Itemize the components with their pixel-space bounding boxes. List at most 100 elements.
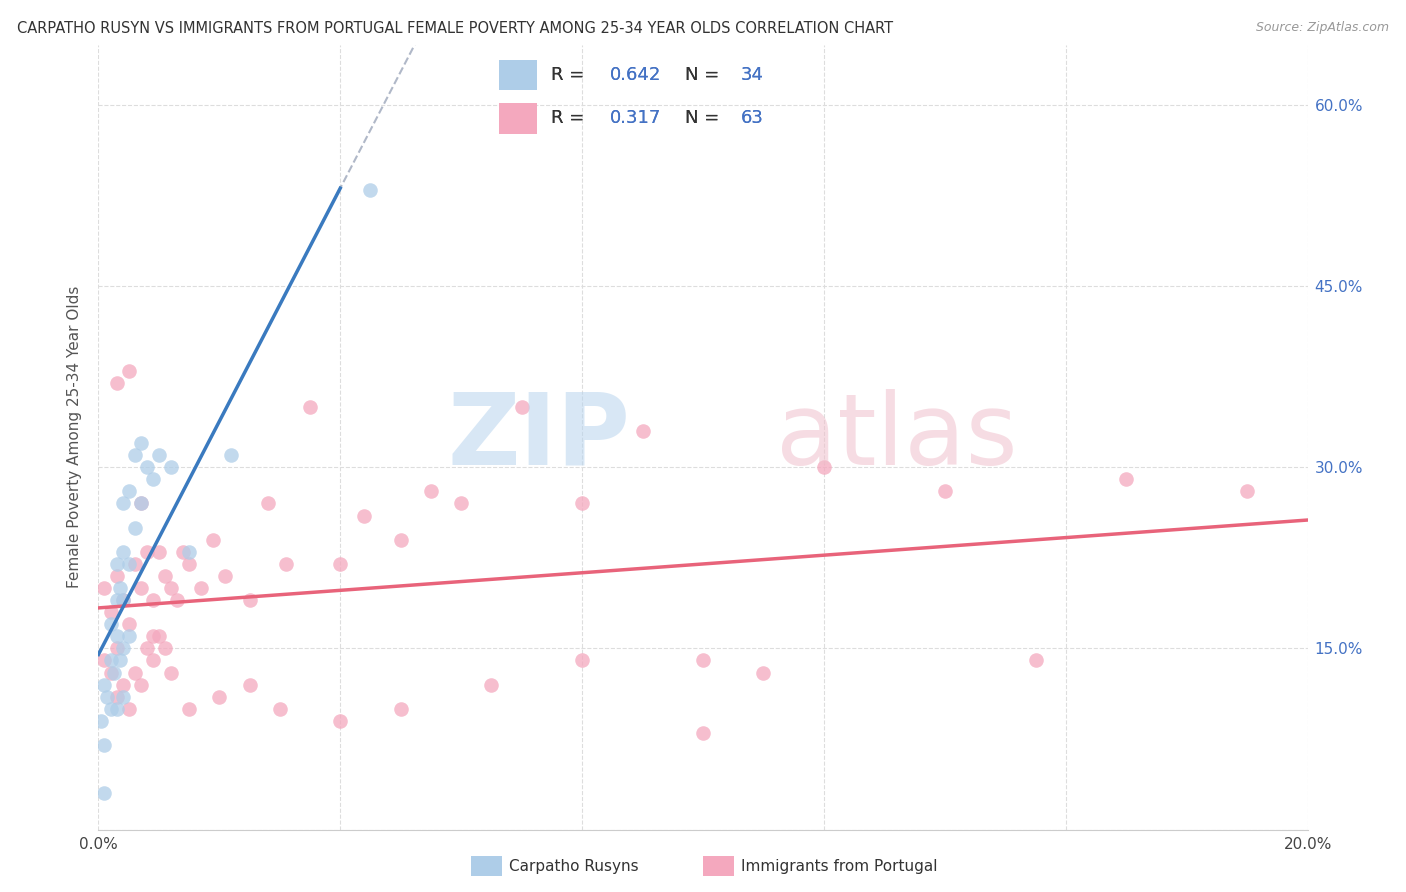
Point (353, 508, 375, 523)
Point (111, 593, 134, 607)
Point (111, 496, 134, 510)
Point (105, 641, 128, 656)
Point (129, 436, 152, 450)
Point (160, 665, 183, 680)
Point (108, 653, 131, 667)
Point (105, 593, 128, 607)
Point (631, 424, 654, 438)
Point (813, 460, 835, 475)
Point (111, 678, 134, 692)
Point (96, 690, 118, 704)
Point (111, 690, 134, 704)
Point (166, 593, 188, 607)
Point (105, 557, 128, 571)
Point (153, 569, 176, 583)
Point (124, 448, 146, 462)
Text: R =: R = (551, 110, 596, 128)
Point (179, 702, 201, 716)
Text: CARPATHO RUSYN VS IMMIGRANTS FROM PORTUGAL FEMALE POVERTY AMONG 25-34 YEAR OLDS : CARPATHO RUSYN VS IMMIGRANTS FROM PORTUG… (17, 21, 893, 36)
Point (108, 581, 131, 595)
Point (274, 557, 297, 571)
Point (129, 581, 152, 595)
Point (571, 496, 593, 510)
Point (153, 641, 176, 656)
Point (329, 557, 352, 571)
Point (118, 557, 141, 571)
Text: Carpatho Rusyns: Carpatho Rusyns (509, 859, 638, 873)
Point (172, 545, 194, 559)
Point (148, 629, 170, 643)
Point (118, 617, 141, 632)
Point (142, 593, 165, 607)
Text: N =: N = (685, 66, 725, 84)
Point (389, 533, 412, 547)
Y-axis label: Female Poverty Among 25-34 Year Olds: Female Poverty Among 25-34 Year Olds (67, 286, 83, 588)
Point (269, 702, 291, 716)
Point (160, 460, 183, 475)
Point (208, 690, 231, 704)
Point (129, 496, 152, 510)
Text: 34: 34 (741, 66, 763, 84)
Text: 63: 63 (741, 110, 763, 128)
Point (93, 786, 115, 800)
Point (934, 484, 956, 499)
Point (179, 545, 201, 559)
Point (105, 702, 128, 716)
Bar (499, 103, 537, 134)
Point (124, 521, 146, 535)
Point (135, 641, 157, 656)
Point (105, 569, 128, 583)
Text: 0.317: 0.317 (609, 110, 661, 128)
Point (124, 557, 146, 571)
Point (148, 545, 170, 559)
Point (100, 702, 122, 716)
Point (135, 545, 157, 559)
Point (124, 665, 146, 680)
Point (129, 678, 152, 692)
Point (239, 593, 262, 607)
Point (450, 496, 472, 510)
Text: 0.642: 0.642 (609, 66, 661, 84)
Point (105, 629, 128, 643)
Point (129, 496, 152, 510)
Point (360, 182, 382, 196)
Point (179, 557, 201, 571)
Point (111, 593, 134, 607)
Text: N =: N = (685, 110, 725, 128)
Point (118, 364, 141, 378)
Point (692, 726, 714, 740)
Point (1115, 472, 1137, 486)
Point (118, 629, 141, 643)
Point (752, 665, 775, 680)
Point (142, 472, 165, 486)
Point (420, 484, 443, 499)
Point (100, 653, 122, 667)
Point (100, 617, 122, 632)
Point (510, 400, 533, 414)
Point (93, 653, 115, 667)
Point (100, 665, 122, 680)
Point (160, 581, 183, 595)
Point (90, 714, 112, 728)
Point (118, 484, 141, 499)
Point (142, 653, 165, 667)
Point (148, 448, 170, 462)
Point (202, 533, 225, 547)
Bar (499, 60, 537, 90)
Point (214, 569, 236, 583)
Point (103, 665, 125, 680)
Point (239, 678, 262, 692)
Point (256, 496, 278, 510)
Text: R =: R = (551, 66, 591, 84)
Text: Source: ZipAtlas.com: Source: ZipAtlas.com (1256, 21, 1389, 34)
Point (105, 376, 128, 390)
Point (481, 678, 503, 692)
Point (329, 714, 352, 728)
Text: atlas: atlas (776, 389, 1017, 485)
Point (93, 581, 115, 595)
Point (118, 702, 141, 716)
Point (142, 629, 165, 643)
Point (221, 448, 243, 462)
Point (111, 641, 134, 656)
Point (1236, 484, 1258, 499)
